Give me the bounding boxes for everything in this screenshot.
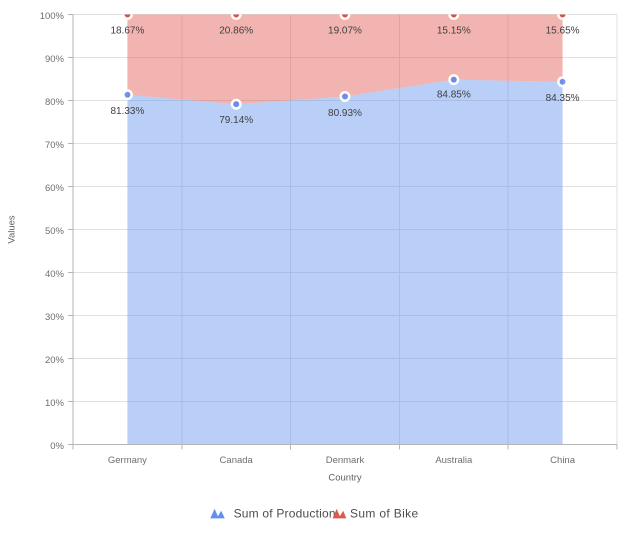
svg-text:20%: 20%	[45, 355, 65, 366]
svg-text:40%: 40%	[45, 269, 65, 280]
svg-text:Country: Country	[328, 472, 362, 483]
svg-text:Values: Values	[7, 215, 18, 244]
svg-text:Australia: Australia	[435, 455, 473, 466]
svg-text:Sum of Bike: Sum of Bike	[350, 507, 419, 521]
svg-text:10%: 10%	[45, 398, 65, 409]
svg-text:Denmark: Denmark	[326, 455, 365, 466]
svg-text:84.85%: 84.85%	[437, 89, 471, 100]
svg-text:19.07%: 19.07%	[328, 26, 362, 37]
svg-text:15.15%: 15.15%	[437, 26, 471, 37]
svg-text:80%: 80%	[45, 97, 65, 108]
svg-text:100%: 100%	[40, 11, 65, 22]
svg-text:20.86%: 20.86%	[219, 26, 253, 37]
svg-text:Canada: Canada	[220, 455, 254, 466]
svg-text:81.33%: 81.33%	[110, 106, 144, 117]
svg-text:80.93%: 80.93%	[328, 108, 362, 119]
svg-text:79.14%: 79.14%	[219, 115, 253, 126]
svg-text:84.35%: 84.35%	[546, 93, 580, 104]
svg-text:30%: 30%	[45, 312, 65, 323]
svg-text:18.67%: 18.67%	[110, 26, 144, 37]
svg-text:90%: 90%	[45, 54, 65, 65]
svg-text:Germany: Germany	[108, 455, 147, 466]
svg-text:Sum of Production: Sum of Production	[234, 507, 336, 521]
svg-text:60%: 60%	[45, 183, 65, 194]
svg-text:0%: 0%	[50, 441, 64, 452]
svg-text:70%: 70%	[45, 140, 65, 151]
svg-text:15.65%: 15.65%	[546, 26, 580, 37]
svg-text:China: China	[550, 455, 576, 466]
svg-text:50%: 50%	[45, 226, 65, 237]
